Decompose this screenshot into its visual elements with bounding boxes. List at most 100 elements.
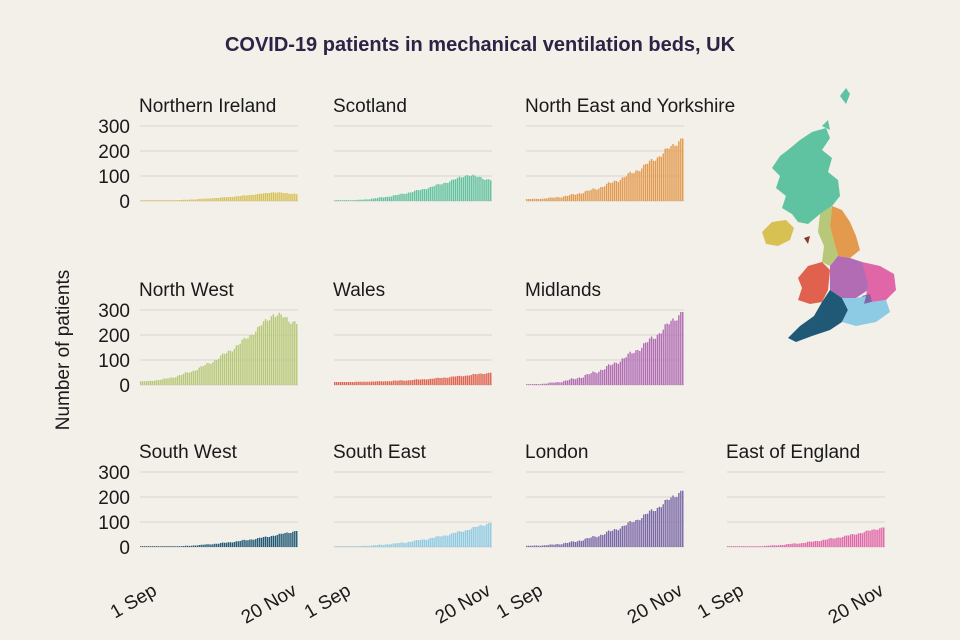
bar: [351, 546, 353, 547]
bar: [335, 546, 338, 547]
bar: [167, 378, 169, 385]
map-region-midlands: [830, 256, 870, 298]
bar: [543, 383, 545, 385]
bar: [247, 195, 249, 201]
bar: [619, 361, 622, 385]
bar: [402, 542, 404, 547]
bar: [834, 538, 836, 547]
bar: [818, 541, 821, 547]
bar: [756, 546, 758, 547]
bar: [629, 351, 631, 385]
bar: [674, 145, 676, 201]
bar: [537, 545, 540, 547]
bar: [264, 319, 267, 385]
bar: [425, 189, 428, 201]
bar: [180, 200, 183, 201]
bar: [602, 370, 604, 385]
bar: [730, 546, 733, 547]
bar: [855, 534, 858, 547]
bar: [478, 176, 480, 201]
bar: [151, 546, 154, 547]
bar: [390, 381, 392, 385]
bar: [555, 382, 557, 385]
panel-north-east-and-yorkshire: North East and Yorkshire: [525, 96, 735, 202]
bar: [202, 544, 204, 547]
bar: [184, 372, 187, 385]
bar: [243, 337, 245, 385]
bar: [280, 314, 282, 385]
bar: [769, 545, 772, 547]
bar: [740, 546, 743, 547]
bar: [600, 534, 602, 547]
bar: [631, 522, 633, 547]
bar: [247, 540, 249, 547]
bar: [609, 183, 612, 201]
bar: [582, 540, 584, 547]
bar: [451, 533, 453, 547]
bar: [270, 536, 273, 547]
bar: [439, 378, 441, 385]
map-region-east-of-england: [862, 262, 896, 302]
bar: [392, 380, 394, 385]
bar: [629, 171, 631, 201]
bar: [417, 540, 420, 547]
bar: [779, 545, 782, 547]
bar: [604, 534, 606, 547]
bar: [210, 198, 212, 201]
bar: [637, 170, 639, 201]
bar: [153, 380, 156, 385]
bar: [654, 338, 657, 385]
bar: [280, 533, 282, 547]
bar: [353, 200, 355, 201]
bar: [660, 156, 662, 201]
bar: [549, 382, 551, 385]
bar: [260, 193, 263, 201]
bar: [380, 381, 383, 385]
bar: [621, 177, 623, 201]
bar: [278, 533, 280, 547]
bar: [147, 381, 150, 385]
bar: [337, 200, 340, 201]
bar: [613, 180, 616, 201]
bar: [292, 193, 294, 201]
bar: [339, 200, 342, 201]
bar: [586, 190, 588, 201]
bar: [437, 536, 439, 547]
bar: [437, 377, 439, 385]
bar: [631, 173, 633, 201]
bar: [592, 188, 594, 201]
bar: [165, 546, 167, 547]
bar: [408, 541, 410, 547]
bar: [650, 509, 653, 547]
bar: [644, 342, 647, 385]
panel-title: Midlands: [525, 280, 601, 301]
bar: [182, 373, 185, 385]
bar: [180, 546, 183, 547]
bar: [468, 176, 470, 201]
bar: [382, 381, 385, 385]
bar: [668, 324, 670, 385]
bar: [555, 544, 557, 547]
bar: [184, 545, 187, 547]
bar: [452, 179, 455, 201]
bar: [161, 200, 163, 201]
bar: [623, 177, 625, 201]
bar: [159, 380, 161, 385]
bar: [543, 545, 545, 547]
panel-title: East of England: [726, 442, 860, 463]
bar: [163, 200, 165, 201]
bar: [445, 182, 447, 201]
bar: [680, 312, 682, 385]
bar: [572, 194, 575, 201]
y-tick-label: 200: [98, 142, 130, 163]
bar: [643, 514, 645, 547]
bar: [738, 546, 741, 547]
bar: [186, 545, 189, 547]
bar: [643, 343, 645, 385]
bar: [456, 177, 459, 201]
bar: [799, 543, 801, 547]
bar: [419, 379, 422, 385]
bar: [561, 382, 563, 385]
bar: [223, 354, 226, 385]
bar: [682, 312, 684, 385]
